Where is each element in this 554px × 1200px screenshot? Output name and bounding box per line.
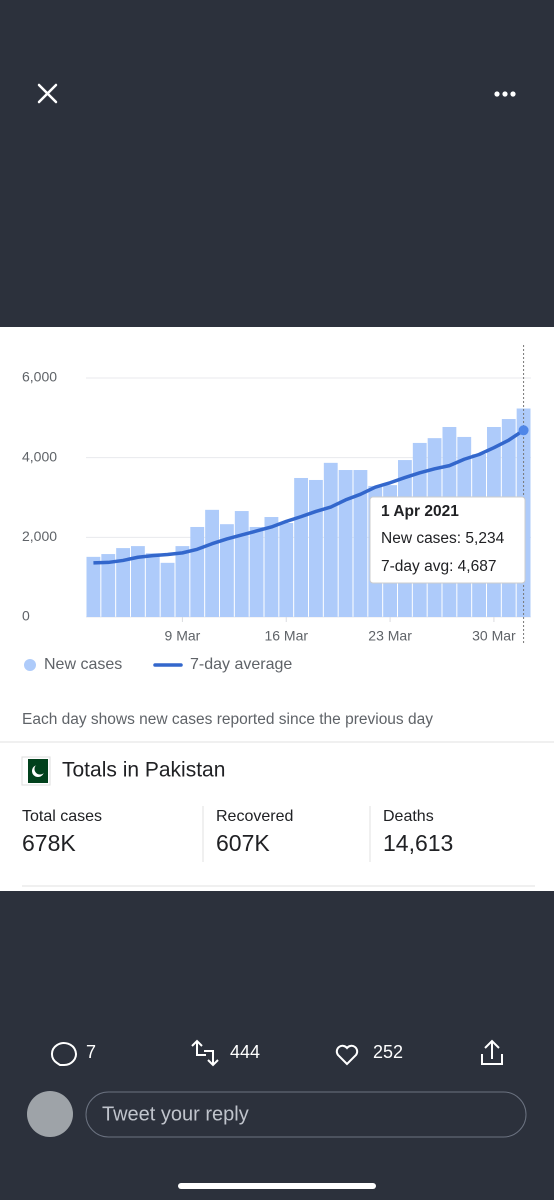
plot: 0 2,000 4,000 6,000 9 Mar 16 Mar 23 Mar 30 Mar 1… <box>22 345 531 673</box>
bar <box>353 470 368 617</box>
bar <box>338 470 353 617</box>
bar <box>294 477 308 617</box>
chart-note: Each day shows new cases reported since … <box>22 711 433 728</box>
stat-value: 607K <box>216 830 270 856</box>
more-button[interactable] <box>494 91 516 97</box>
close-button[interactable] <box>37 83 58 104</box>
tooltip-line: New cases: 5,234 <box>381 530 505 547</box>
bar <box>323 462 338 617</box>
bar <box>205 509 219 617</box>
retweet-count: 444 <box>230 1042 260 1062</box>
stat-value: 14,613 <box>383 830 453 856</box>
avatar[interactable] <box>27 1091 73 1137</box>
reply-icon[interactable] <box>50 1042 77 1067</box>
x-tick-label: 16 Mar <box>264 628 308 644</box>
retweet-icon[interactable] <box>191 1039 219 1067</box>
stat-label: Total cases <box>22 808 102 825</box>
bar <box>145 553 160 617</box>
bar <box>131 546 145 617</box>
y-tick-label: 4,000 <box>22 448 57 464</box>
legend-label: New cases <box>44 656 122 673</box>
tooltip-line: 7-day avg: 4,687 <box>381 558 496 575</box>
tooltip-title: 1 Apr 2021 <box>381 503 459 520</box>
bar <box>101 554 116 617</box>
bar <box>116 548 130 617</box>
home-indicator <box>178 1183 376 1189</box>
stats: Total cases 678K Recovered 607K Deaths 14,613 <box>22 806 453 862</box>
reply-placeholder: Tweet your reply <box>102 1103 249 1125</box>
x-tick-label: 9 Mar <box>165 628 201 644</box>
hover-point <box>518 425 529 436</box>
line <box>93 428 525 565</box>
bar <box>220 524 234 617</box>
flag <box>21 756 51 786</box>
legend-swatch <box>24 659 36 671</box>
like-icon[interactable] <box>335 1044 359 1066</box>
like-count: 252 <box>373 1042 403 1062</box>
stat-label: Deaths <box>383 808 434 825</box>
bar <box>190 526 205 617</box>
bar <box>264 517 279 617</box>
bar <box>160 562 175 617</box>
x-tick-label: 30 Mar <box>472 628 516 644</box>
tooltip <box>369 496 526 584</box>
y-tick-label: 2,000 <box>22 528 57 544</box>
reply-count: 7 <box>86 1042 96 1062</box>
bar <box>309 479 323 617</box>
y-tick-label: 6,000 <box>22 369 57 385</box>
bar <box>234 511 249 617</box>
bar <box>86 556 101 617</box>
totals-title: Totals in Pakistan <box>62 759 225 782</box>
bar <box>249 526 264 617</box>
x-tick-label: 23 Mar <box>368 628 412 644</box>
y-tick-label: 0 <box>22 608 30 624</box>
share-icon[interactable] <box>481 1039 503 1065</box>
stat-label: Recovered <box>216 808 293 825</box>
legend-label: 7-day average <box>190 656 292 673</box>
bar <box>175 546 190 617</box>
bar <box>279 522 294 617</box>
stat-value: 678K <box>22 830 76 856</box>
reply-box[interactable] <box>85 1091 527 1138</box>
